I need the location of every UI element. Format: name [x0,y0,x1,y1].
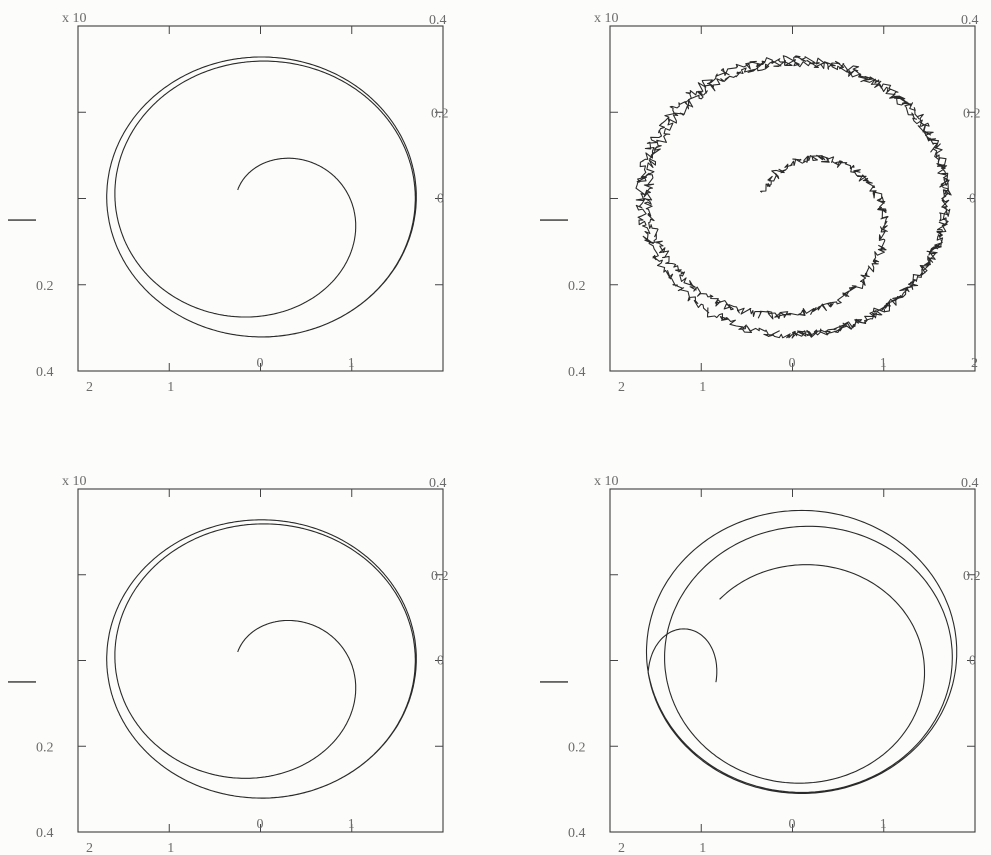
panel-bottom-right: x 10 0.2 0.4 0.4 0.2 0 2 1 0 1 [540,474,981,855]
trajectory-line [106,56,417,338]
x-tick-label: 0 [257,356,264,371]
y-tick-label-left: 0.2 [568,740,586,755]
panel-top-left: x 10 0.2 0.4 0.4 0.2 0 2 1 0 1 [8,11,449,395]
y-tick-label-right: 0.2 [431,569,449,584]
y-tick-label-right: 0.4 [429,13,447,28]
y-tick-label-left: 0.2 [568,279,586,294]
plot-frame [77,488,444,833]
y-tick-label-right: 0.2 [963,106,981,121]
x-tick-label: 1 [699,380,706,395]
x-tick-label: 2 [971,356,978,371]
y-tick-label-left: 0.4 [568,826,586,841]
trajectory-line [635,55,952,339]
plot-frame [609,25,976,372]
y-tick-label-right: 0 [437,654,444,669]
corner-label: x 10 [62,11,87,26]
x-tick-label: 2 [86,841,93,855]
y-tick-label-right: 0.4 [429,476,447,491]
x-tick-label: 1 [880,356,887,371]
y-tick-label-left: 0.2 [36,279,54,294]
x-tick-label: 1 [699,841,706,855]
x-tick-label: 0 [789,817,796,832]
x-tick-label: 1 [167,380,174,395]
y-tick-label-right: 0.2 [431,106,449,121]
x-tick-label: 0 [257,817,264,832]
corner-label: x 10 [594,474,619,489]
y-tick-label-right: 0.4 [961,476,979,491]
corner-label: x 10 [594,11,619,26]
y-tick-label-left: 0.4 [36,365,54,380]
x-tick-label: 0 [789,356,796,371]
x-tick-label: 2 [86,380,93,395]
plot-frame [77,25,444,372]
trajectory-line [645,509,958,794]
y-tick-label-right: 0 [969,192,976,207]
y-tick-label-right: 0 [969,654,976,669]
y-tick-label-left: 0.4 [568,365,586,380]
panel-bottom-left: x 10 0.2 0.4 0.4 0.2 0 2 1 0 1 [8,474,449,855]
y-tick-label-left: 0.4 [36,826,54,841]
x-tick-label: 1 [880,817,887,832]
panel-top-right: x 10 0.2 0.4 0.4 0.2 0 2 1 0 1 2 [540,11,981,395]
y-tick-label-right: 0 [437,192,444,207]
x-tick-label: 1 [348,817,355,832]
x-tick-label: 2 [618,841,625,855]
x-tick-label: 2 [618,380,625,395]
y-tick-label-right: 0.2 [963,569,981,584]
y-tick-label-right: 0.4 [961,13,979,28]
trajectory-line [106,519,417,799]
x-tick-label: 1 [348,356,355,371]
y-tick-label-left: 0.2 [36,740,54,755]
x-tick-label: 1 [167,841,174,855]
corner-label: x 10 [62,474,87,489]
